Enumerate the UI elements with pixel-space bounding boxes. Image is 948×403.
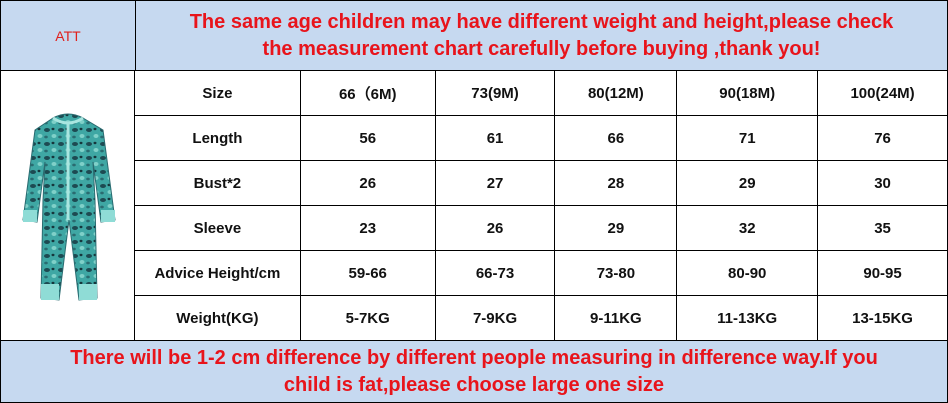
cell: 59-66 bbox=[299, 250, 436, 296]
cell: 29 bbox=[554, 205, 678, 251]
cell: 66 bbox=[554, 115, 678, 161]
cell: 23 bbox=[299, 205, 436, 251]
table-row: Advice Height/cm 59-66 66-73 73-80 80-90 90-9… bbox=[134, 250, 948, 296]
cell: 26 bbox=[299, 160, 436, 206]
table-row: Bust*2 26 27 28 29 30 bbox=[134, 160, 948, 206]
table-row: Size 66（6M) 73(9M) 80(12M) 90(18M) 100(24M) bbox=[134, 70, 948, 116]
headline: The same age children may have different… bbox=[136, 1, 947, 70]
cell: 26 bbox=[434, 205, 556, 251]
romper-illustration bbox=[22, 113, 116, 301]
cell: 61 bbox=[434, 115, 556, 161]
cell: 28 bbox=[554, 160, 678, 206]
footer-line: child is fat,please choose large one siz… bbox=[283, 373, 665, 396]
cell: 29 bbox=[676, 160, 819, 206]
cell: 11-13KG bbox=[676, 295, 819, 341]
brand-label: ATT bbox=[1, 1, 136, 70]
size-header: 73(9M) bbox=[434, 70, 556, 116]
row-label: Bust*2 bbox=[134, 160, 301, 206]
cell: 9-11KG bbox=[554, 295, 678, 341]
table-area: Size 66（6M) 73(9M) 80(12M) 90(18M) 100(24M) Le… bbox=[0, 70, 948, 341]
size-table: Size 66（6M) 73(9M) 80(12M) 90(18M) 100(24M) Le… bbox=[134, 70, 948, 341]
table-row: Weight(KG) 5-7KG 7-9KG 9-11KG 11-13KG 13-15KG bbox=[134, 295, 948, 341]
cell: 56 bbox=[299, 115, 436, 161]
table-row: Sleeve 23 26 29 32 35 bbox=[134, 205, 948, 251]
size-header: 90(18M) bbox=[676, 70, 819, 116]
row-label: Size bbox=[134, 70, 301, 116]
size-header: 100(24M) bbox=[817, 70, 948, 116]
cell: 7-9KG bbox=[434, 295, 556, 341]
cell: 35 bbox=[817, 205, 948, 251]
header-band: ATT The same age children may have diffe… bbox=[0, 0, 948, 71]
row-label: Advice Height/cm bbox=[134, 250, 301, 296]
row-label: Weight(KG) bbox=[134, 295, 301, 341]
cell: 76 bbox=[817, 115, 948, 161]
cell: 30 bbox=[817, 160, 948, 206]
footer-note: There will be 1-2 cm difference by diffe… bbox=[1, 341, 947, 402]
cell: 66-73 bbox=[434, 250, 556, 296]
product-image bbox=[0, 70, 135, 340]
cell: 13-15KG bbox=[817, 295, 948, 341]
headline-line: The same age children may have different… bbox=[189, 10, 894, 33]
footer-band: There will be 1-2 cm difference by diffe… bbox=[0, 340, 948, 403]
cell: 90-95 bbox=[817, 250, 948, 296]
cell: 32 bbox=[676, 205, 819, 251]
row-label: Length bbox=[134, 115, 301, 161]
cell: 27 bbox=[434, 160, 556, 206]
cell: 5-7KG bbox=[299, 295, 436, 341]
footer-line: There will be 1-2 cm difference by diffe… bbox=[70, 346, 878, 369]
headline-line: the measurement chart carefully before b… bbox=[262, 37, 821, 60]
table-row: Length 56 61 66 71 76 bbox=[134, 115, 948, 161]
cell: 80-90 bbox=[676, 250, 819, 296]
size-header: 66（6M) bbox=[299, 70, 436, 116]
cell: 73-80 bbox=[554, 250, 678, 296]
row-label: Sleeve bbox=[134, 205, 301, 251]
cell: 71 bbox=[676, 115, 819, 161]
size-header: 80(12M) bbox=[554, 70, 678, 116]
